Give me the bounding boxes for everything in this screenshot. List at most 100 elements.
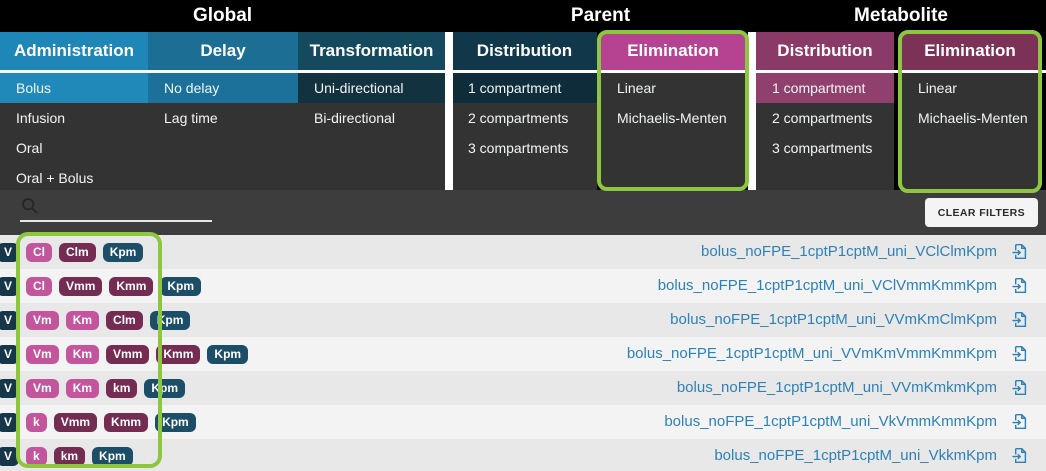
param-badge-vmm: Vmm [53, 412, 98, 432]
param-badge-v: V [0, 242, 20, 262]
menu-item-parent-michaelis-menten[interactable]: Michaelis-Menten [617, 110, 727, 126]
param-badge-kpm: Kpm [92, 446, 133, 466]
menu-item-metabolite-michaelis-menten[interactable]: Michaelis-Menten [918, 110, 1028, 126]
column-header-global-transformation: Transformation [298, 32, 445, 70]
parameter-badges: V Vm Km Vmm Kmm Kpm [0, 337, 249, 371]
parameter-badges: V Cl Vmm Kmm Kpm [0, 269, 202, 303]
menu-item-global-no-delay[interactable]: No delay [148, 73, 298, 103]
search-input[interactable] [20, 194, 212, 222]
menu-item-global-oral-bolus[interactable]: Oral + Bolus [16, 170, 94, 186]
menu-item-metabolite-2-compartments[interactable]: 2 compartments [772, 110, 873, 126]
menu-item-parent-3-compartments[interactable]: 3 compartments [468, 140, 569, 156]
param-badge-k: k [26, 446, 47, 466]
param-badge-vmm: Vmm [59, 276, 103, 296]
param-badge-kpm: Kpm [160, 276, 202, 296]
param-badge-clm: Clm [59, 242, 96, 262]
model-link[interactable]: bolus_noFPE_1cptP1cptM_uni_VVmKmkmKpm [676, 379, 997, 396]
model-row: V Vm Km Clm Kpm bolus_noFPE_1cptP1cptM_uni_VV… [0, 303, 1046, 337]
param-badge-kpm: Kpm [102, 242, 144, 262]
model-row: V Vm Km km Kpm bolus_noFPE_1cptP1cptM_uni_VVm… [0, 371, 1046, 405]
model-link[interactable]: bolus_noFPE_1cptP1cptM_uni_VClVmmKmmKpm [657, 277, 997, 294]
menu-item-metabolite-linear[interactable]: Linear [918, 80, 957, 96]
menu-item-global-oral[interactable]: Oral [16, 140, 43, 156]
param-badge-km: Km [65, 378, 100, 398]
param-badge-km: Km [65, 344, 100, 364]
param-badge-kmm: Kmm [156, 344, 201, 364]
param-badge-km: km [53, 446, 86, 466]
model-link[interactable]: bolus_noFPE_1cptP1cptM_uni_VClClmKpm [701, 243, 997, 260]
param-badge-k: k [26, 412, 47, 432]
load-model-button[interactable] [1009, 378, 1029, 398]
param-badge-cl: Cl [26, 276, 53, 296]
column-parent-distribution: Distribution 1 compartment 2 compartments 3… [452, 32, 597, 190]
column-header-parent-elimination: Elimination [601, 32, 745, 70]
load-model-button[interactable] [1009, 276, 1029, 296]
menu-item-global-lag-time[interactable]: Lag time [164, 110, 218, 126]
model-table: V Cl Clm Kpm bolus_noFPE_1cptP1cptM_uni_VClC… [0, 235, 1046, 471]
param-badge-v: V [0, 344, 20, 364]
column-metabolite-elimination: Elimination Linear Michaelis-Menten [902, 32, 1038, 190]
load-model-button[interactable] [1009, 446, 1029, 466]
column-header-metabolite-elimination: Elimination [902, 32, 1038, 70]
menu-item-metabolite-3-compartments[interactable]: 3 compartments [772, 140, 873, 156]
load-model-button[interactable] [1009, 344, 1029, 364]
section-divider-global-parent [445, 32, 453, 190]
section-title-parent: Parent [570, 5, 631, 26]
load-model-icon [1011, 413, 1026, 430]
model-row: V Cl Clm Kpm bolus_noFPE_1cptP1cptM_uni_VClC… [0, 235, 1046, 269]
filter-bar: CLEAR FILTERS [0, 190, 1046, 235]
menu-item-parent-1-compartment[interactable]: 1 compartment [452, 73, 597, 103]
param-badge-kmm: Kmm [104, 412, 149, 432]
menu-item-global-bolus[interactable]: Bolus [0, 73, 148, 103]
menu-item-metabolite-1-compartment[interactable]: 1 compartment [756, 73, 894, 103]
menu-item-parent-linear[interactable]: Linear [617, 80, 656, 96]
param-badge-km: km [106, 378, 138, 398]
model-link[interactable]: bolus_noFPE_1cptP1cptM_uni_VVmKmVmmKmmKp… [626, 345, 997, 362]
load-model-icon [1011, 311, 1026, 328]
model-row: V Vm Km Vmm Kmm Kpm bolus_noFPE_1cptP1cptM_uni… [0, 337, 1046, 371]
load-model-button[interactable] [1009, 310, 1029, 330]
parameter-badges: V Vm Km km Kpm [0, 371, 186, 405]
param-badge-v: V [0, 378, 20, 398]
param-badge-kpm: Kpm [155, 412, 196, 432]
param-badge-vmm: Vmm [106, 344, 150, 364]
param-badge-v: V [0, 276, 20, 296]
model-link[interactable]: bolus_noFPE_1cptP1cptM_uni_VkkmKpm [714, 447, 997, 464]
model-link[interactable]: bolus_noFPE_1cptP1cptM_uni_VVmKmClmKpm [670, 311, 997, 328]
load-model-button[interactable] [1009, 242, 1029, 262]
param-badge-kpm: Kpm [207, 344, 249, 364]
section-title-metabolite: Metabolite [854, 5, 948, 26]
param-badge-v: V [0, 446, 20, 466]
param-badge-kmm: Kmm [109, 276, 154, 296]
param-badge-kpm: Kpm [149, 310, 191, 330]
column-header-global-delay: Delay [148, 32, 298, 70]
section-divider-parent-metabolite [748, 32, 756, 190]
model-row: V Cl Vmm Kmm Kpm bolus_noFPE_1cptP1cptM_uni_V… [0, 269, 1046, 303]
load-model-icon [1011, 447, 1026, 464]
column-global-delay: Delay No delay Lag time [148, 32, 298, 190]
clear-filters-button[interactable]: CLEAR FILTERS [924, 198, 1038, 227]
model-link[interactable]: bolus_noFPE_1cptP1cptM_uni_VkVmmKmmKpm [664, 413, 997, 430]
column-header-global-administration: Administration [0, 32, 148, 70]
load-model-icon [1011, 345, 1026, 362]
load-model-icon [1011, 277, 1026, 294]
param-badge-vm: Vm [26, 344, 59, 364]
menu-item-global-infusion[interactable]: Infusion [16, 110, 66, 126]
load-model-button[interactable] [1009, 412, 1029, 432]
column-metabolite-distribution: Distribution 1 compartment 2 compartments 3… [756, 32, 894, 190]
column-parent-elimination: Elimination Linear Michaelis-Menten [601, 32, 745, 190]
param-badge-kpm: Kpm [144, 378, 186, 398]
param-badge-v: V [0, 310, 20, 330]
menu-item-global-uni-directional[interactable]: Uni-directional [298, 73, 445, 103]
parameter-badges: V Vm Km Clm Kpm [0, 303, 191, 337]
header-divider-line [0, 70, 1046, 73]
column-global-administration: Administration Bolus Infusion Oral Oral + Bo… [0, 32, 148, 190]
menu-item-global-bi-directional[interactable]: Bi-directional [314, 110, 395, 126]
menu-item-parent-2-compartments[interactable]: 2 compartments [468, 110, 569, 126]
column-header-parent-distribution: Distribution [452, 32, 597, 70]
load-model-icon [1011, 243, 1026, 260]
